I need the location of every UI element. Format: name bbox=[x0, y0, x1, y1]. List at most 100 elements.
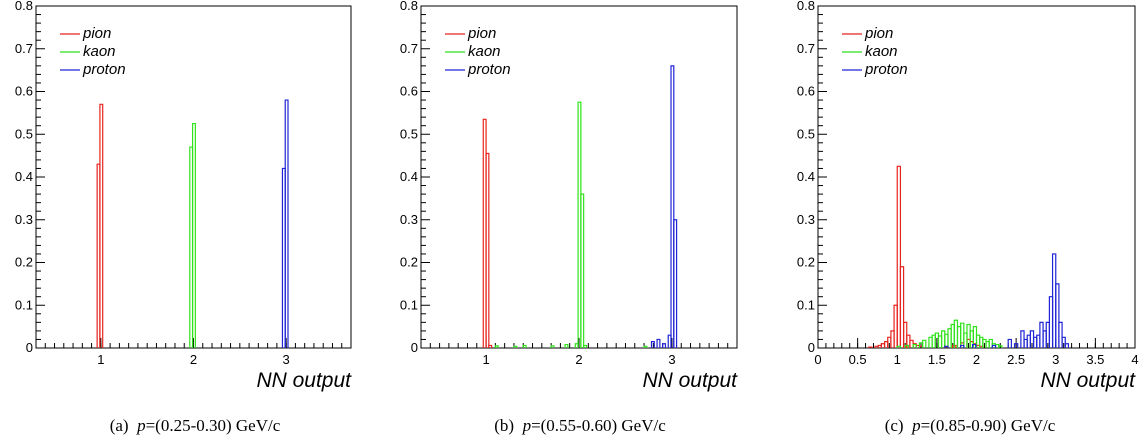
chart2-xtick-label: 1 bbox=[482, 352, 489, 367]
chart2-proton-bin bbox=[650, 340, 655, 348]
chart1-ytick-label: 0 bbox=[26, 340, 33, 355]
chart3-pion-bin bbox=[868, 346, 873, 348]
chart2-ytick-label: 0.1 bbox=[400, 297, 418, 312]
chart3-legend-proton-label: proton bbox=[864, 61, 908, 78]
chart1-xtick-label: 2 bbox=[190, 352, 197, 367]
chart3-proton-bin bbox=[1007, 338, 1012, 348]
chart3-xtick-label: 1.5 bbox=[928, 352, 946, 367]
caption-c-label: (c) bbox=[884, 416, 904, 435]
chart2-xtick-label: 2 bbox=[575, 352, 582, 367]
chart3-kaon-bin bbox=[912, 343, 917, 348]
chart2-proton-bin bbox=[673, 219, 678, 348]
chart1-kaon-bin bbox=[191, 122, 196, 348]
chart1-xtick-label: 1 bbox=[97, 352, 104, 367]
chart3-ytick-label: 0.7 bbox=[797, 41, 815, 56]
chart2-kaon-bin bbox=[564, 343, 569, 348]
chart2-legend-kaon-label: kaon bbox=[468, 43, 501, 60]
chart1-proton-bin bbox=[284, 99, 289, 348]
chart1-ytick-label: 0.3 bbox=[15, 212, 33, 227]
chart3-kaon-bin bbox=[922, 339, 927, 348]
chart3-ytick-label: 0 bbox=[808, 340, 815, 355]
chart1-ytick-label: 0.4 bbox=[15, 169, 33, 184]
chart3-ytick-label: 0.8 bbox=[797, 0, 815, 13]
chart3-proton-bin bbox=[1061, 336, 1066, 348]
chart3-ytick-label: 0.1 bbox=[797, 297, 815, 312]
chart1-ytick-label: 0.5 bbox=[15, 126, 33, 141]
caption-b-text: =(0.55-0.60) GeV/c bbox=[531, 416, 666, 435]
chart3-ytick-label: 0.2 bbox=[797, 255, 815, 270]
chart3-pion-bin bbox=[896, 165, 902, 348]
caption-a: (a) p=(0.25-0.30) GeV/c bbox=[45, 416, 345, 440]
chart3-ytick-label: 0.3 bbox=[797, 212, 815, 227]
chart3-proton-bin bbox=[991, 344, 997, 348]
chart2-kaon-bin bbox=[522, 344, 527, 348]
chart1-pion-bin bbox=[99, 103, 104, 348]
chart1-legend-kaon-label: kaon bbox=[83, 43, 116, 60]
chart2-ytick-label: 0.5 bbox=[400, 126, 418, 141]
chart3-xtick-label: 2.5 bbox=[1007, 352, 1025, 367]
chart2-legend-proton-label: proton bbox=[467, 61, 511, 78]
chart3-ytick-label: 0.4 bbox=[797, 169, 815, 184]
chart3-xlabel: NN output bbox=[1040, 369, 1136, 392]
chart2-ytick-label: 0 bbox=[411, 340, 418, 355]
chart2-ytick-label: 0.6 bbox=[400, 84, 418, 99]
chart2-xtick-label: 3 bbox=[668, 352, 675, 367]
chart2-ytick-label: 0.8 bbox=[400, 0, 418, 13]
chart3-legend-kaon-label: kaon bbox=[865, 43, 898, 60]
caption-c-variable: p bbox=[912, 416, 921, 435]
chart2-ytick-label: 0.7 bbox=[400, 41, 418, 56]
chart2-pion-bin bbox=[488, 344, 493, 348]
chart3-kaon-bin bbox=[904, 344, 909, 348]
chart3-proton-bin bbox=[1013, 343, 1019, 348]
chart2-kaon-bin bbox=[494, 345, 499, 348]
chart3-ytick-label: 0.5 bbox=[797, 126, 815, 141]
chart2-kaon-bin bbox=[580, 193, 585, 348]
chart3-kaon-bin bbox=[896, 345, 902, 348]
chart3-pion-bin bbox=[899, 266, 905, 348]
chart2-pion-bin bbox=[485, 152, 490, 348]
chart1-xtick-label: 3 bbox=[283, 352, 290, 367]
chart1-ytick-label: 0.8 bbox=[15, 0, 33, 13]
caption-a-label: (a) bbox=[109, 416, 129, 435]
caption-b: (b) p=(0.55-0.60) GeV/c bbox=[430, 416, 730, 440]
chart2-ytick-label: 0.3 bbox=[400, 212, 418, 227]
chart3-proton-bin bbox=[1058, 321, 1063, 348]
chart3-proton-bin bbox=[944, 345, 949, 348]
caption-b-label: (b) bbox=[494, 416, 515, 435]
chart2-proton-bin bbox=[670, 65, 675, 348]
chart1-ytick-label: 0.2 bbox=[15, 255, 33, 270]
chart3-ytick-label: 0.6 bbox=[797, 84, 815, 99]
chart2-kaon-bin bbox=[550, 345, 555, 348]
caption-c-text: =(0.85-0.90) GeV/c bbox=[920, 416, 1056, 435]
chart1-legend-pion-label: pion bbox=[82, 25, 111, 42]
chart2-kaon-bin bbox=[643, 345, 648, 348]
chart1-xlabel: NN output bbox=[256, 369, 352, 392]
chart2-ytick-label: 0.2 bbox=[400, 255, 418, 270]
caption-a-text: =(0.25-0.30) GeV/c bbox=[145, 416, 281, 435]
chart2-proton-bin bbox=[662, 343, 667, 348]
chart3-xtick-label: 3.5 bbox=[1086, 352, 1104, 367]
chart3-xtick-label: 4 bbox=[1131, 352, 1138, 367]
chart3-proton-bin bbox=[1055, 283, 1060, 348]
chart3-proton-bin bbox=[971, 343, 977, 348]
chart3-xtick-label: 0.5 bbox=[849, 352, 867, 367]
chart2-xlabel: NN output bbox=[642, 369, 738, 392]
chart3-xtick-label: 2 bbox=[973, 352, 980, 367]
chart1-ytick-label: 0.6 bbox=[15, 84, 33, 99]
chart3-xtick-label: 0 bbox=[814, 352, 821, 367]
chart2-kaon-bin bbox=[583, 344, 588, 348]
chart1-legend-proton-label: proton bbox=[82, 61, 126, 78]
chart2-ytick-label: 0.4 bbox=[400, 169, 418, 184]
chart2-kaon-bin bbox=[513, 345, 518, 348]
chart2-legend-pion-label: pion bbox=[467, 25, 496, 42]
chart3-xtick-label: 3 bbox=[1052, 352, 1059, 367]
chart3-kaon-bin bbox=[998, 345, 1003, 348]
caption-c: (c) p=(0.85-0.90) GeV/c bbox=[820, 416, 1120, 440]
chart1-ytick-label: 0.7 bbox=[15, 41, 33, 56]
chart2-proton-bin bbox=[656, 338, 661, 348]
chart3-xtick-label: 1 bbox=[894, 352, 901, 367]
caption-a-variable: p bbox=[137, 416, 146, 435]
chart3-proton-bin bbox=[1064, 343, 1070, 348]
chart3-proton-bin bbox=[960, 344, 965, 348]
